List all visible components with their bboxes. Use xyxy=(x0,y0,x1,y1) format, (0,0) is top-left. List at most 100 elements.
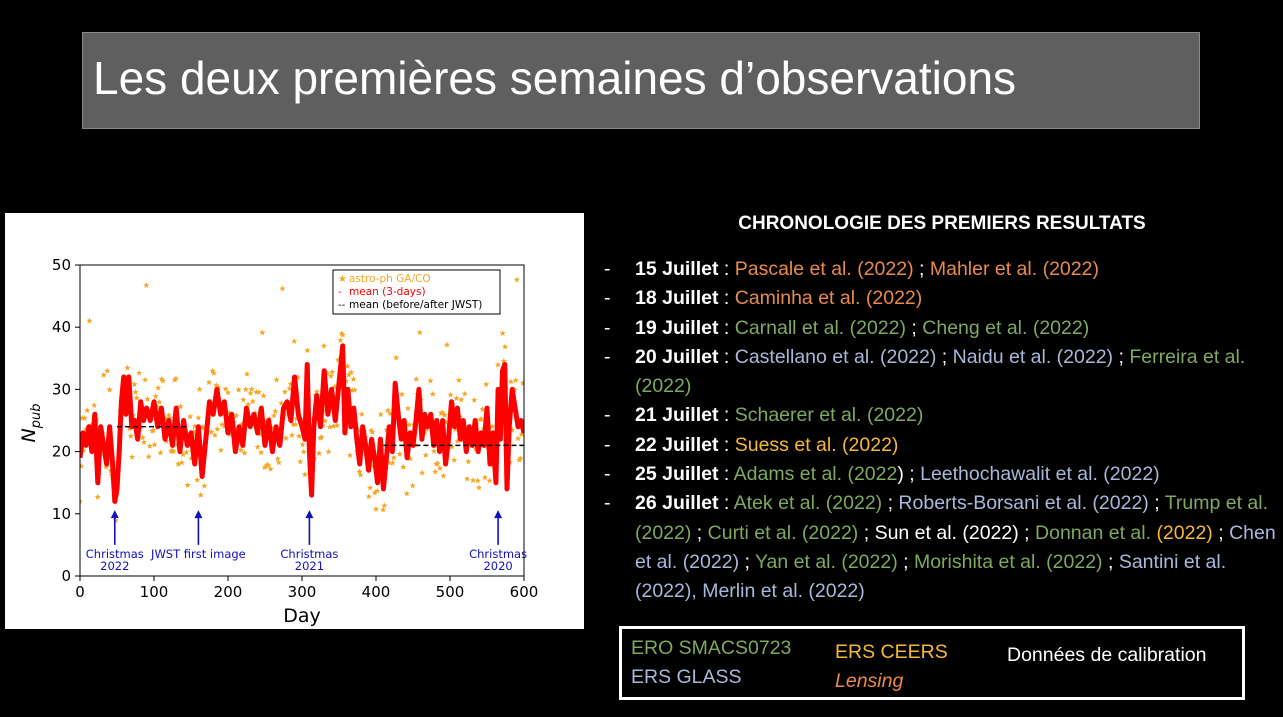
data-point-star xyxy=(349,386,356,393)
data-point-star xyxy=(175,460,182,467)
entry-date: 26 Juillet xyxy=(635,492,719,515)
data-point-star xyxy=(407,455,414,462)
data-point-star xyxy=(321,417,329,424)
data-point-star xyxy=(240,396,247,403)
data-point-star xyxy=(325,448,332,455)
data-point-star xyxy=(358,411,365,417)
data-point-star xyxy=(337,337,344,344)
entry-reference: ; xyxy=(906,316,923,339)
entry-reference: : xyxy=(723,492,734,515)
data-point-star xyxy=(350,375,357,382)
data-point-star xyxy=(390,454,397,461)
data-point-star xyxy=(222,385,229,392)
entry-reference: Mahler et al. (2022) xyxy=(929,258,1099,280)
data-point-star xyxy=(157,449,164,456)
data-point-star xyxy=(91,402,98,408)
bullet-dash: - xyxy=(604,287,611,310)
data-point-star xyxy=(243,370,251,377)
annotation-label: Christmas xyxy=(280,547,338,561)
entry-reference: Sun et al. (2022) xyxy=(874,521,1019,544)
annotation-label: 2020 xyxy=(483,559,512,573)
entry-date: 22 Juillet xyxy=(635,433,719,456)
bullet-dash: - xyxy=(604,404,611,427)
data-point-star xyxy=(413,375,420,382)
entry-reference: ; xyxy=(882,492,899,515)
data-point-star xyxy=(275,459,283,466)
data-point-star xyxy=(104,367,111,374)
data-point-star xyxy=(80,447,87,453)
data-point-star xyxy=(288,432,296,438)
data-point-star xyxy=(455,376,462,383)
data-point-star xyxy=(273,376,280,383)
data-point-star xyxy=(300,448,307,455)
data-point-star xyxy=(188,455,195,462)
data-point-star xyxy=(344,362,351,369)
entry-reference: : xyxy=(723,316,735,339)
data-point-star xyxy=(343,377,350,384)
entry-reference: Cheng et al. (2022) xyxy=(922,316,1090,339)
data-point-star xyxy=(131,381,138,388)
data-point-star xyxy=(291,338,298,344)
data-point-star xyxy=(507,378,515,385)
data-point-star xyxy=(282,435,290,441)
entry-reference: ; xyxy=(739,550,755,573)
bullet-dash: - xyxy=(604,492,611,515)
data-point-star xyxy=(458,396,465,403)
data-point-star xyxy=(481,474,489,481)
entry-reference: Ferreira et al. (2022) xyxy=(635,345,1246,398)
data-point-star xyxy=(403,490,410,497)
entry-reference: : xyxy=(723,404,735,427)
data-point-star xyxy=(286,385,293,392)
data-point-star xyxy=(330,422,337,429)
annotation-label: 2021 xyxy=(295,559,324,573)
data-point-star xyxy=(333,422,341,429)
data-point-star xyxy=(178,459,185,466)
data-point-star xyxy=(301,471,309,478)
data-point-star xyxy=(357,471,364,478)
data-point-star xyxy=(217,447,224,453)
data-point-star xyxy=(519,380,524,386)
data-point-star xyxy=(136,369,143,376)
data-point-star xyxy=(124,364,131,371)
data-point-star xyxy=(242,386,249,393)
data-point-star xyxy=(345,371,352,378)
data-point-star xyxy=(365,493,372,500)
data-point-star xyxy=(80,498,84,504)
entry-reference: : xyxy=(723,287,735,310)
data-point-star xyxy=(369,428,376,435)
data-point-star xyxy=(339,331,346,338)
data-point-star xyxy=(441,411,448,418)
entry-reference: ; xyxy=(1113,345,1130,368)
data-point-star xyxy=(454,437,461,444)
data-point-star xyxy=(501,343,509,350)
data-point-star xyxy=(165,412,172,419)
entry-reference: Adams et al. (2022 xyxy=(733,463,898,486)
data-point-star xyxy=(295,432,303,439)
data-point-star xyxy=(248,385,255,392)
data-point-star xyxy=(249,398,256,405)
legend-entry: astro-ph GA/CO xyxy=(349,273,431,285)
entry-reference: : xyxy=(723,433,735,456)
data-point-star xyxy=(241,449,248,456)
data-point-star xyxy=(442,418,449,425)
data-point-star xyxy=(211,431,219,438)
data-point-star xyxy=(499,330,506,337)
data-point-star xyxy=(132,388,139,395)
data-point-star xyxy=(304,347,311,354)
data-point-star xyxy=(152,393,159,399)
data-point-star xyxy=(221,422,228,429)
entry-reference: Suess et al. (2022) xyxy=(734,433,899,456)
data-point-star xyxy=(372,505,380,512)
data-point-star xyxy=(274,455,281,462)
data-point-star xyxy=(348,369,355,375)
y-tick-label: 30 xyxy=(52,380,71,398)
entry-reference: ; xyxy=(913,258,930,280)
data-point-star xyxy=(84,407,91,413)
data-point-star xyxy=(151,441,158,448)
annotation-arrow-head xyxy=(494,510,503,519)
data-point-star xyxy=(387,410,394,417)
entry-date: 20 Juillet xyxy=(635,345,719,368)
data-point-star xyxy=(255,388,262,395)
key-ers-glass: ERS GLASS xyxy=(631,666,742,688)
entry-reference: : xyxy=(723,258,735,280)
